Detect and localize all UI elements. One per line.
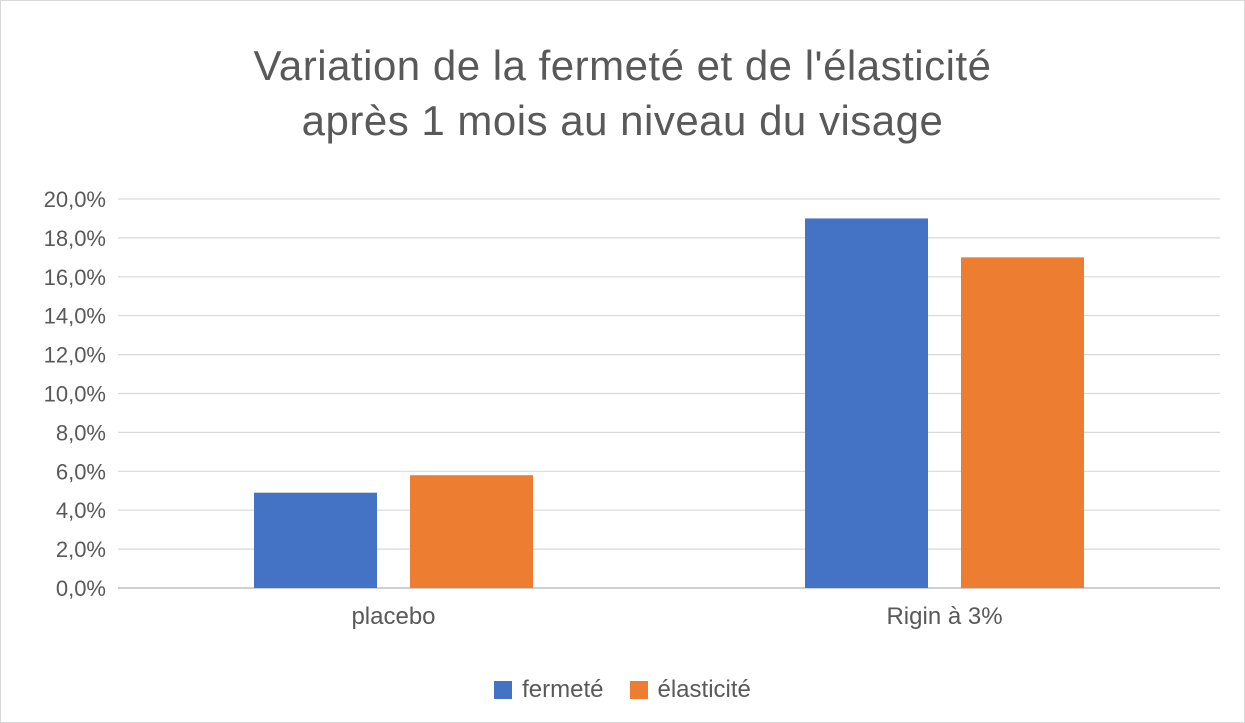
bar-fermete-0: [254, 492, 377, 588]
y-tick-label: 14,0%: [44, 304, 106, 329]
y-tick-label: 4,0%: [56, 498, 106, 523]
legend-item-elasticite: élasticité: [629, 676, 751, 704]
y-tick-label: 6,0%: [56, 459, 106, 484]
chart-title-line-1: Variation de la fermeté et de l'élastici…: [253, 42, 992, 89]
chart-title-line-2: après 1 mois au niveau du visage: [301, 97, 944, 144]
y-tick-label: 20,0%: [44, 187, 106, 212]
legend-item-fermete: fermeté: [494, 676, 604, 704]
bar-elasticite-1: [961, 257, 1084, 588]
legend-swatch-elasticite: [629, 681, 648, 699]
chart-title: Variation de la fermeté et de l'élastici…: [0, 38, 1245, 148]
y-tick-label: 0,0%: [56, 576, 106, 601]
legend-swatch-fermete: [494, 681, 513, 699]
y-tick-label: 8,0%: [56, 420, 106, 445]
bar-fermete-1: [805, 218, 928, 588]
y-tick-label: 10,0%: [44, 382, 106, 407]
y-tick-label: 16,0%: [44, 265, 106, 290]
legend-label-fermete: fermeté: [522, 676, 604, 703]
x-category-label: placebo: [351, 603, 435, 630]
bar-elasticite-0: [410, 475, 533, 588]
x-category-label: Rigin à 3%: [886, 603, 1002, 630]
y-tick-label: 12,0%: [44, 343, 106, 368]
chart-legend: fermeté élasticité: [0, 676, 1245, 704]
legend-label-elasticite: élasticité: [657, 676, 751, 703]
y-tick-label: 2,0%: [56, 537, 106, 562]
y-tick-label: 18,0%: [44, 226, 106, 251]
